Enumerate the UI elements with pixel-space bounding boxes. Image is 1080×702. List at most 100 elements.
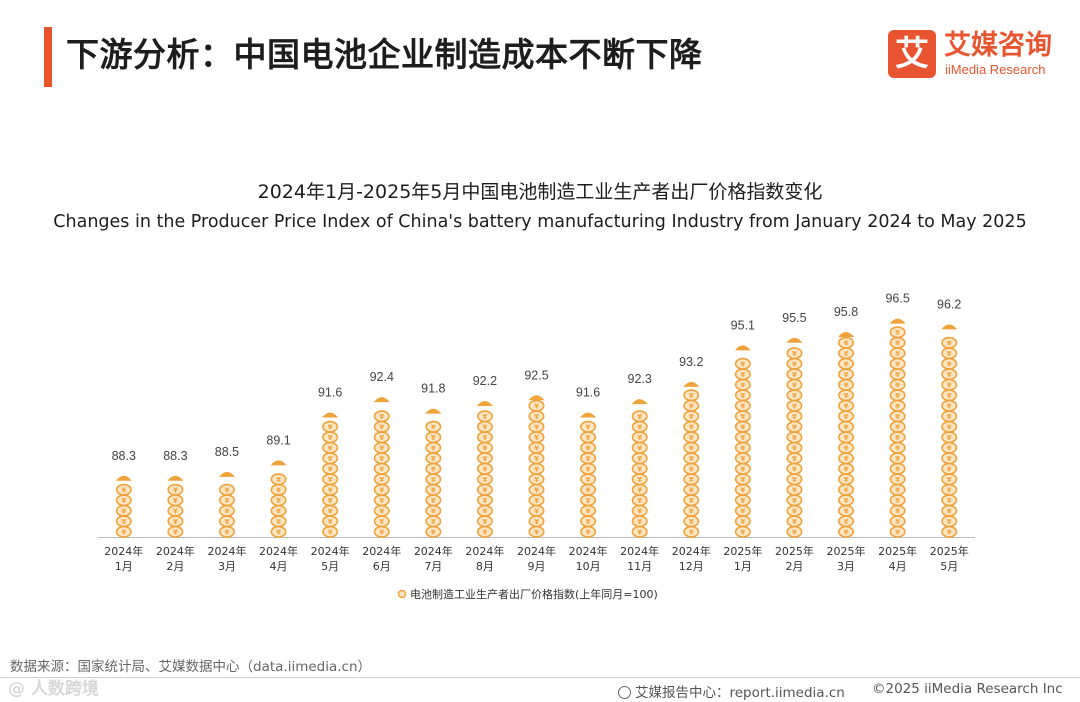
svg-text:¥: ¥	[844, 476, 849, 484]
svg-text:¥: ¥	[895, 497, 900, 505]
svg-text:¥: ¥	[637, 413, 642, 421]
bar: ¥ ¥ ¥ ¥ ¥ ¥ ¥ ¥ ¥ ¥ ¥ ¥	[631, 399, 648, 538]
bar: ¥ ¥ ¥ ¥ ¥ ¥ ¥ ¥ ¥ ¥ ¥ ¥ ¥ ¥ ¥ ¥ ¥	[734, 345, 751, 538]
svg-text:¥: ¥	[637, 476, 642, 484]
svg-text:¥: ¥	[844, 360, 849, 368]
data-label: 93.2	[679, 355, 703, 369]
bar: ¥ ¥ ¥ ¥ ¥ ¥ ¥ ¥ ¥ ¥ ¥ ¥ ¥ ¥ ¥ ¥ ¥ ¥ ¥	[838, 332, 855, 538]
svg-text:¥: ¥	[689, 455, 694, 463]
data-label: 88.5	[215, 445, 239, 459]
tick-label-year: 2024年	[465, 544, 504, 558]
tick-label-year: 2024年	[620, 544, 659, 558]
svg-text:¥: ¥	[431, 518, 436, 526]
svg-text:¥: ¥	[689, 528, 694, 536]
svg-text:¥: ¥	[792, 423, 797, 431]
bar: ¥ ¥ ¥ ¥ ¥ ¥	[270, 460, 287, 538]
svg-text:¥: ¥	[173, 486, 178, 494]
tick-label-month: 7月	[424, 560, 442, 573]
svg-text:¥: ¥	[482, 476, 487, 484]
svg-text:¥: ¥	[586, 528, 591, 536]
watermark: @ 人数跨境	[8, 679, 99, 699]
bar: ¥ ¥ ¥ ¥ ¥	[115, 475, 132, 538]
title-accent-bar	[44, 27, 52, 87]
svg-text:¥: ¥	[276, 528, 281, 536]
svg-text:¥: ¥	[121, 497, 126, 505]
svg-text:¥: ¥	[895, 371, 900, 379]
svg-text:¥: ¥	[637, 423, 642, 431]
svg-text:¥: ¥	[534, 423, 539, 431]
svg-text:¥: ¥	[740, 434, 745, 442]
svg-text:¥: ¥	[586, 434, 591, 442]
svg-text:¥: ¥	[121, 518, 126, 526]
data-label: 88.3	[112, 449, 136, 463]
svg-text:¥: ¥	[947, 518, 952, 526]
svg-text:¥: ¥	[844, 465, 849, 473]
svg-text:¥: ¥	[328, 444, 333, 452]
tick-label-year: 2024年	[259, 544, 298, 558]
svg-text:¥: ¥	[431, 444, 436, 452]
tick-label-year: 2024年	[104, 544, 143, 558]
svg-text:¥: ¥	[431, 423, 436, 431]
svg-text:¥: ¥	[689, 497, 694, 505]
tick-label-year: 2024年	[414, 544, 453, 558]
svg-text:¥: ¥	[895, 329, 900, 337]
svg-text:¥: ¥	[740, 486, 745, 494]
svg-text:¥: ¥	[328, 434, 333, 442]
svg-text:¥: ¥	[895, 360, 900, 368]
tick-label-year: 2025年	[723, 544, 762, 558]
report-center-link[interactable]: 艾媒报告中心：report.iimedia.cn	[618, 681, 845, 701]
svg-text:¥: ¥	[947, 455, 952, 463]
svg-text:¥: ¥	[792, 413, 797, 421]
page-title: 下游分析：中国电池企业制造成本不断下降	[66, 35, 703, 74]
svg-text:¥: ¥	[431, 507, 436, 515]
svg-text:¥: ¥	[844, 413, 849, 421]
svg-text:¥: ¥	[895, 339, 900, 347]
svg-text:¥: ¥	[792, 528, 797, 536]
svg-text:¥: ¥	[637, 497, 642, 505]
bar: ¥ ¥ ¥ ¥ ¥ ¥ ¥ ¥ ¥ ¥ ¥	[425, 408, 442, 538]
svg-text:¥: ¥	[895, 486, 900, 494]
svg-text:¥: ¥	[689, 476, 694, 484]
bar: ¥ ¥ ¥ ¥ ¥ ¥ ¥ ¥ ¥ ¥ ¥	[322, 412, 339, 538]
tick-label-month: 1月	[734, 560, 752, 573]
svg-text:¥: ¥	[895, 381, 900, 389]
svg-text:¥: ¥	[586, 444, 591, 452]
svg-text:¥: ¥	[328, 486, 333, 494]
bar: ¥ ¥ ¥ ¥ ¥ ¥ ¥ ¥ ¥ ¥ ¥	[580, 412, 597, 538]
svg-text:¥: ¥	[379, 497, 384, 505]
svg-text:¥: ¥	[379, 507, 384, 515]
bar: ¥ ¥ ¥ ¥ ¥	[167, 475, 184, 538]
svg-text:¥: ¥	[482, 413, 487, 421]
tick-label-year: 2025年	[878, 544, 917, 558]
svg-text:¥: ¥	[276, 497, 281, 505]
svg-text:¥: ¥	[431, 476, 436, 484]
svg-text:¥: ¥	[225, 497, 230, 505]
svg-text:¥: ¥	[740, 402, 745, 410]
svg-text:¥: ¥	[844, 497, 849, 505]
data-label: 88.3	[163, 449, 187, 463]
svg-text:¥: ¥	[379, 444, 384, 452]
svg-text:¥: ¥	[740, 444, 745, 452]
svg-text:¥: ¥	[534, 507, 539, 515]
svg-text:¥: ¥	[431, 486, 436, 494]
legend-coin-icon	[397, 589, 407, 599]
svg-text:¥: ¥	[637, 444, 642, 452]
svg-text:¥: ¥	[534, 486, 539, 494]
svg-text:¥: ¥	[947, 444, 952, 452]
legend-label: 电池制造工业生产者出厂价格指数(上年同月=100)	[410, 587, 658, 601]
svg-text:¥: ¥	[534, 444, 539, 452]
svg-text:¥: ¥	[637, 507, 642, 515]
svg-text:¥: ¥	[482, 497, 487, 505]
svg-text:¥: ¥	[637, 528, 642, 536]
svg-text:¥: ¥	[844, 381, 849, 389]
svg-text:¥: ¥	[689, 486, 694, 494]
svg-text:¥: ¥	[740, 413, 745, 421]
svg-text:¥: ¥	[947, 497, 952, 505]
svg-text:¥: ¥	[431, 528, 436, 536]
svg-text:¥: ¥	[947, 350, 952, 358]
svg-text:¥: ¥	[947, 371, 952, 379]
svg-text:¥: ¥	[534, 518, 539, 526]
data-label: 91.6	[318, 386, 342, 400]
svg-text:¥: ¥	[173, 507, 178, 515]
svg-text:¥: ¥	[947, 528, 952, 536]
